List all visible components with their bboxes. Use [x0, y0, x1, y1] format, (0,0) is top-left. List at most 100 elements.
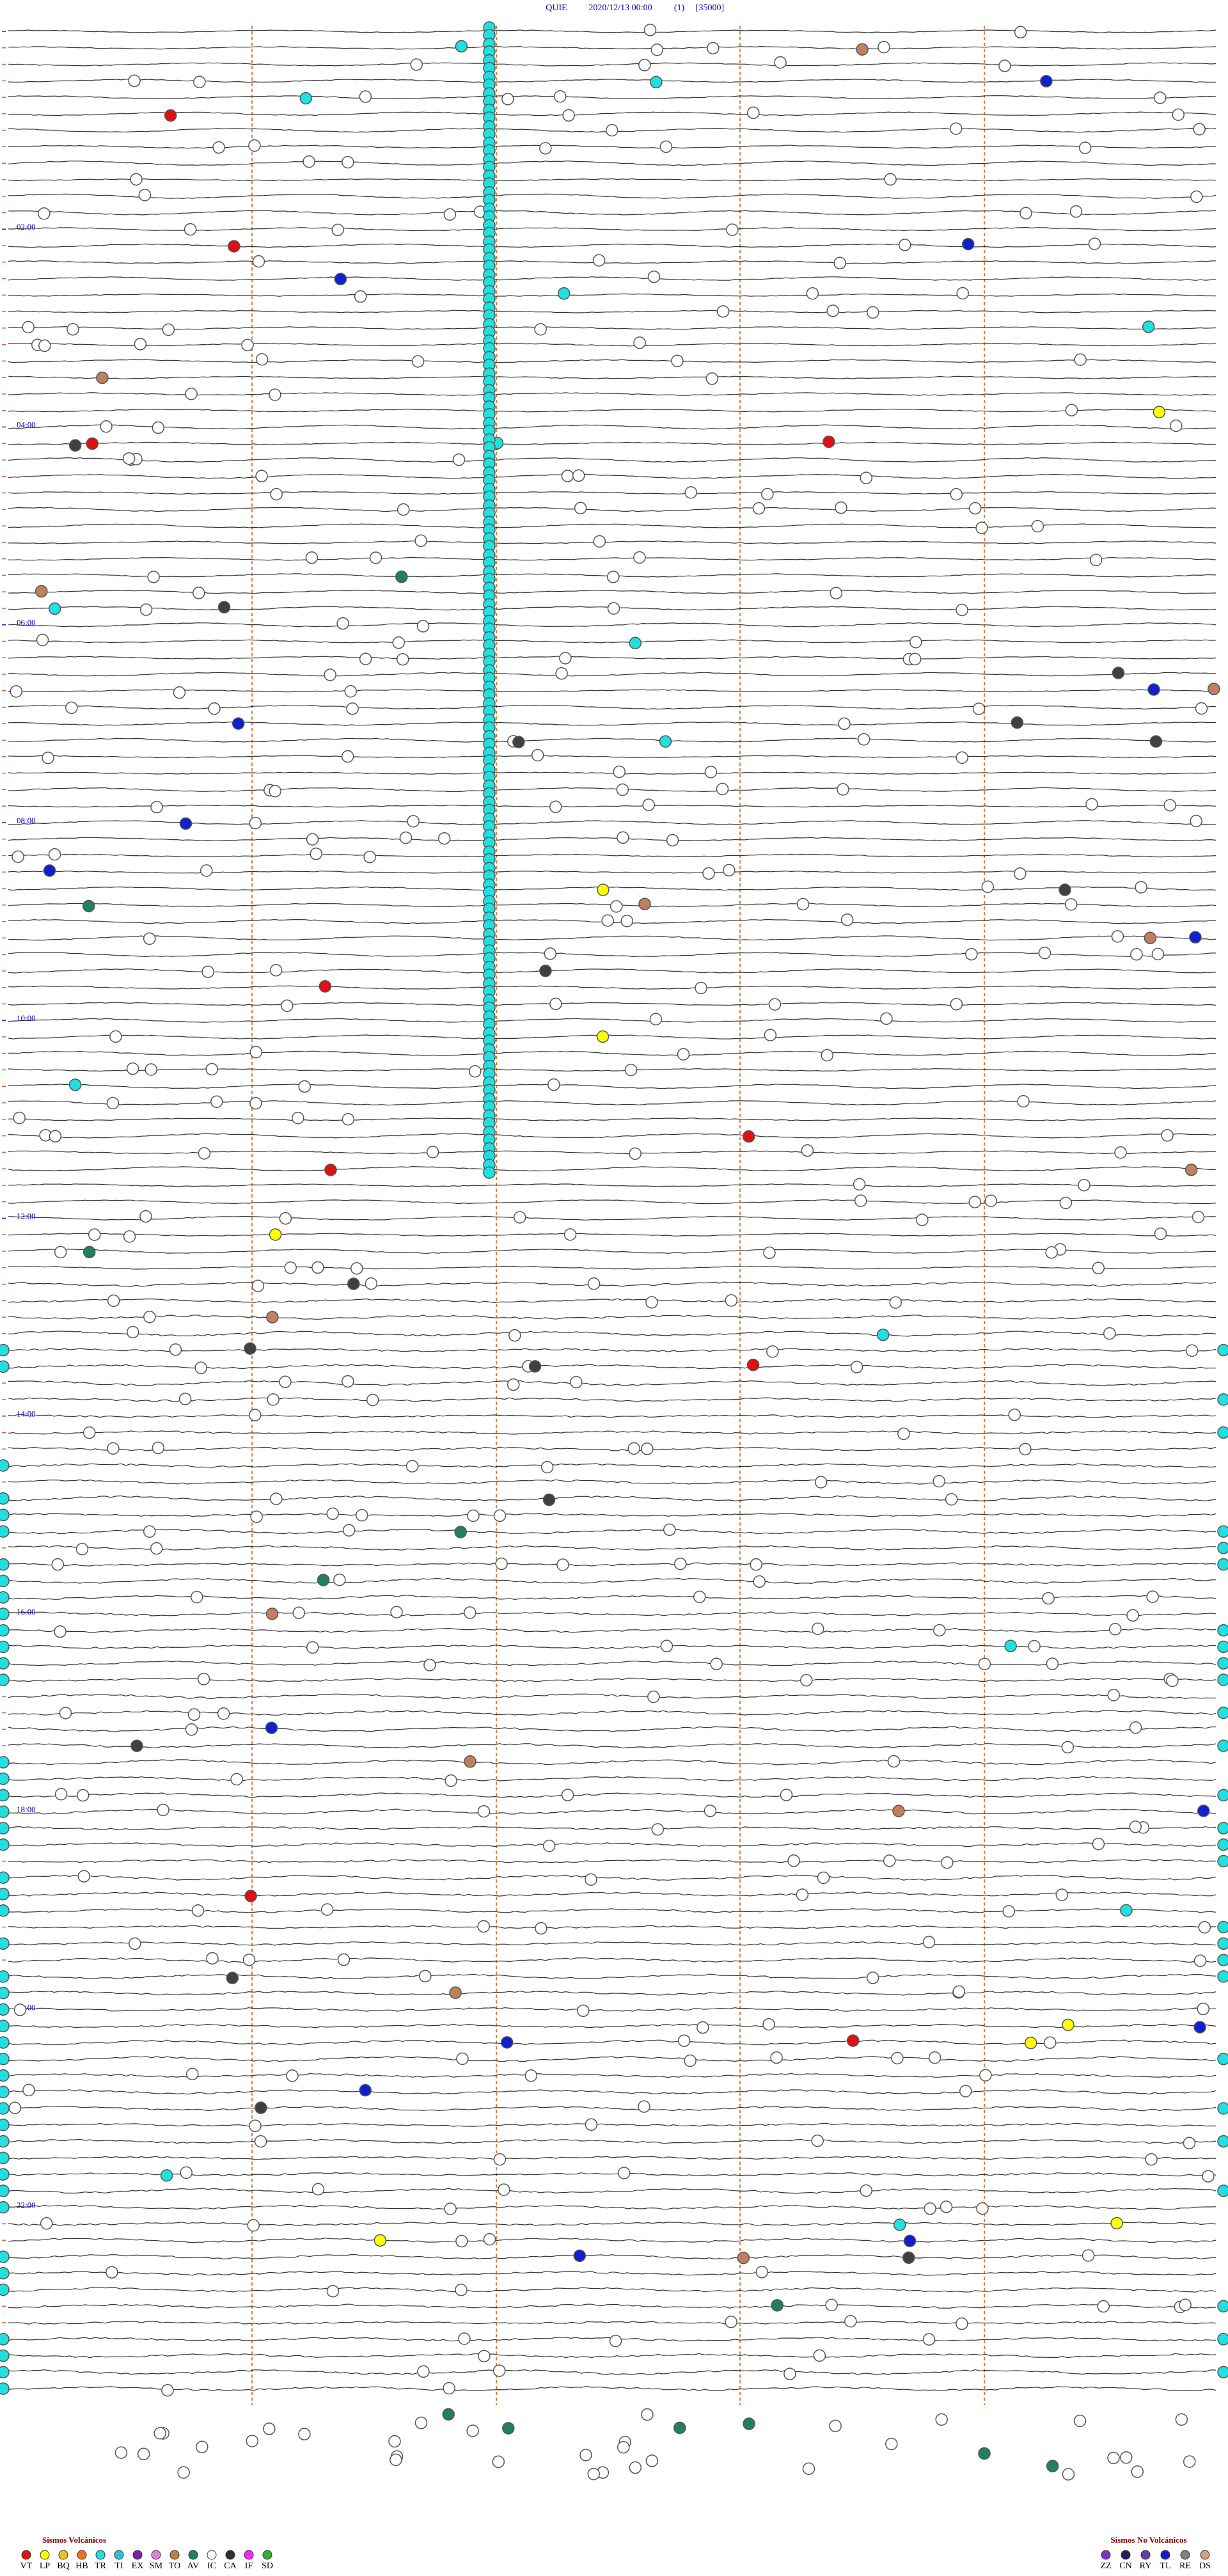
event-marker: [1217, 1954, 1228, 1966]
trace: [8, 771, 1216, 775]
event-marker: [1142, 320, 1155, 333]
event-marker: [286, 2069, 299, 2082]
event-marker: [226, 1972, 239, 1984]
trace: [8, 1743, 1216, 1749]
event-marker: [972, 702, 986, 715]
event-marker: [616, 783, 629, 796]
event-marker: [492, 2455, 505, 2469]
event-marker: [501, 93, 514, 106]
event-marker: [1131, 2465, 1144, 2478]
trace: [8, 293, 1216, 297]
legend-swatch: [169, 2550, 180, 2560]
event-marker: [933, 1474, 945, 1488]
event-marker: [539, 964, 552, 977]
event-marker: [968, 502, 982, 515]
event-marker: [1059, 883, 1071, 896]
event-marker: [35, 585, 48, 598]
event-marker: [269, 1228, 282, 1241]
event-marker: [1108, 1622, 1122, 1636]
event-marker: [0, 1558, 10, 1571]
event-marker: [127, 1325, 139, 1339]
event-marker: [770, 2051, 783, 2064]
event-marker: [193, 75, 206, 88]
trace: [8, 408, 1216, 413]
event-marker: [320, 1903, 334, 1916]
event-marker: [633, 551, 646, 564]
event-marker: [1073, 2414, 1087, 2428]
event-marker: [456, 2052, 469, 2066]
event-marker: [145, 1063, 157, 1076]
trace: [8, 870, 1216, 874]
event-marker: [390, 2453, 402, 2467]
event-marker: [673, 2421, 686, 2435]
trace: [8, 1677, 1216, 1682]
trace: [8, 1463, 1216, 1468]
event-marker: [1120, 1904, 1133, 1917]
event-marker: [883, 1854, 896, 1867]
event-marker: [284, 1261, 297, 1274]
event-marker: [0, 2266, 10, 2280]
legend-swatch: [77, 2550, 87, 2560]
event-marker: [0, 2151, 10, 2165]
event-marker: [850, 1361, 863, 1373]
event-marker: [279, 1212, 292, 1225]
event-marker: [411, 355, 425, 368]
event-marker: [317, 1574, 330, 1586]
event-marker: [684, 486, 698, 499]
event-marker: [244, 1342, 256, 1355]
event-marker: [38, 207, 51, 220]
event-marker: [607, 602, 620, 615]
event-marker: [1217, 1657, 1228, 1670]
event-marker: [746, 1358, 760, 1371]
event-marker: [556, 1558, 569, 1571]
event-marker: [956, 287, 969, 300]
event-marker: [585, 2118, 598, 2131]
event-marker: [753, 1575, 766, 1588]
event-marker: [857, 733, 870, 746]
event-marker: [187, 1708, 201, 1721]
legend-label: TR: [95, 2561, 107, 2571]
event-marker: [596, 1030, 610, 1043]
legend-label: IF: [245, 2561, 253, 2571]
event-marker: [945, 1493, 958, 1506]
event-marker: [0, 2036, 10, 2049]
event-marker: [573, 2249, 586, 2263]
event-marker: [933, 1624, 946, 1637]
event-marker: [833, 257, 846, 269]
event-marker: [0, 1640, 10, 1654]
event-marker: [303, 155, 315, 168]
event-marker: [0, 1871, 10, 1884]
legend-swatch: [1140, 2550, 1151, 2560]
event-marker: [152, 1441, 165, 1455]
trace: [8, 45, 1216, 50]
event-marker: [613, 765, 626, 778]
event-marker: [270, 487, 283, 501]
event-marker: [342, 155, 354, 169]
event-marker: [1130, 948, 1143, 961]
time-label: 02:00: [17, 222, 36, 232]
event-marker: [542, 1839, 556, 1853]
event-marker: [998, 59, 1011, 72]
legend-swatch: [95, 2550, 106, 2560]
event-marker: [150, 1542, 163, 1555]
time-label: 08:00: [17, 816, 36, 825]
event-marker: [585, 1873, 597, 1886]
event-marker: [1064, 898, 1078, 911]
trace: [8, 2237, 1216, 2243]
event-marker: [139, 603, 153, 616]
trace: [8, 145, 1216, 149]
event-marker: [0, 1986, 10, 2000]
event-marker: [1147, 683, 1160, 696]
legend-swatch: [40, 2550, 50, 2560]
event-marker: [647, 270, 661, 283]
event-marker: [374, 2234, 387, 2247]
event-marker: [1014, 26, 1027, 39]
event-marker: [528, 1360, 542, 1373]
event-marker: [1217, 1393, 1228, 1406]
event-marker: [1078, 141, 1092, 154]
event-marker: [161, 2383, 174, 2397]
event-marker: [173, 686, 186, 699]
trace: [8, 1710, 1216, 1716]
event-marker: [232, 717, 245, 730]
event-marker: [0, 2185, 10, 2197]
